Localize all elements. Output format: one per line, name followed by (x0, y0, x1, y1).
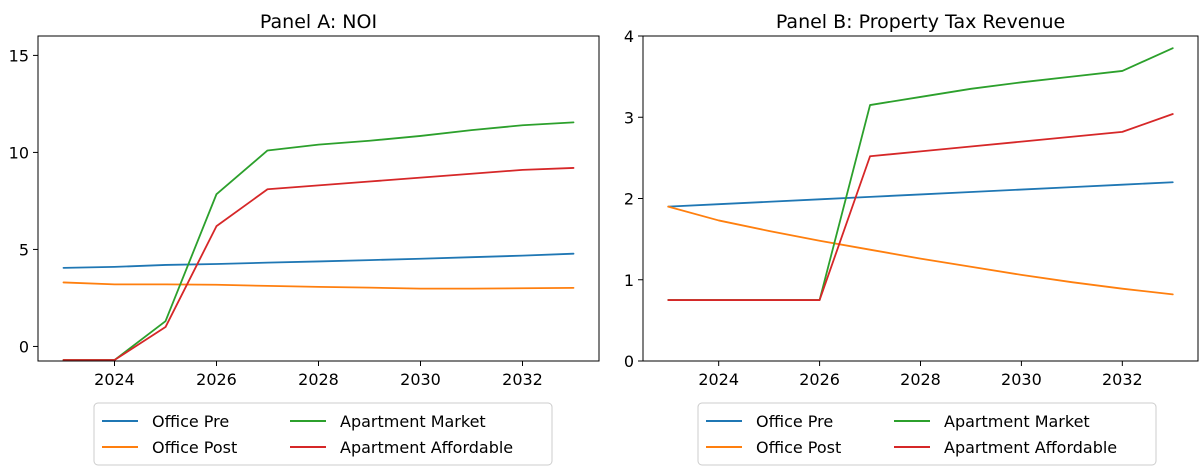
panel-b-ytick-label-2: 2 (624, 190, 634, 209)
panel-a-axes-frame (37, 35, 600, 362)
panel-a-ytick-label-10: 10 (9, 143, 29, 162)
panel-a-xtick-label-2028: 2028 (298, 370, 339, 389)
panel-a-legend-label-office-post: Office Post (152, 438, 237, 457)
panel-a-series-office-pre-line (62, 252, 575, 269)
panel-b-series-office-pre-line (667, 181, 1174, 208)
panel-b-legend-box (697, 402, 1157, 466)
panel-b-legend-label-apartment-affordable: Apartment Affordable (944, 438, 1117, 457)
panel-b-ytick-label-1: 1 (624, 271, 634, 290)
panel-a-xtick-label-2024: 2024 (94, 370, 135, 389)
panel-b-ytick-label-0: 0 (624, 352, 634, 371)
panel-b-axes-frame (642, 35, 1199, 362)
panel-a-xtick-label-2026: 2026 (196, 370, 237, 389)
panel-b-series-office-post-line (667, 205, 1174, 296)
panel-b-title: Panel B: Property Tax Revenue (776, 11, 1065, 33)
panel-a-ytick-label-0: 0 (19, 337, 29, 356)
panel-a-ytick-label-15: 15 (9, 46, 29, 65)
panel-a-legend-label-apartment-market: Apartment Market (340, 412, 486, 431)
panel-b-ytick-label-4: 4 (624, 27, 634, 46)
panel-b-series-apartment-affordable-line (667, 113, 1174, 301)
panel-a-series-office-post-line (62, 281, 575, 290)
panel-b-legend-label-apartment-market: Apartment Market (944, 412, 1090, 431)
panel-a-xtick-label-2032: 2032 (502, 370, 543, 389)
panel-b-xtick-label-2028: 2028 (900, 370, 941, 389)
panel-a-legend-box (93, 402, 553, 466)
panel-a-legend-label-apartment-affordable: Apartment Affordable (340, 438, 513, 457)
panel-b-xtick-label-2032: 2032 (1102, 370, 1143, 389)
panel-b-series-apartment-market-line (667, 47, 1174, 301)
panel-b-xtick-label-2024: 2024 (698, 370, 739, 389)
panel-a-legend: Office Pre Office Post Apartment Market Apa… (93, 402, 553, 466)
panel-b-legend: Office Pre Office Post Apartment Market Apa… (697, 402, 1157, 466)
panel-a-legend-label-office-pre: Office Pre (152, 412, 229, 431)
panel-a-ytick-label-5: 5 (19, 240, 29, 259)
panel-b-ytick-label-3: 3 (624, 108, 634, 127)
panel-b-legend-label-office-post: Office Post (756, 438, 841, 457)
panel-a-series-apartment-affordable-line (62, 167, 575, 361)
panel-b-xtick-label-2030: 2030 (1001, 370, 1042, 389)
panel-b-xtick-label-2026: 2026 (799, 370, 840, 389)
panel-a-title: Panel A: NOI (260, 11, 377, 33)
panel-a-xtick-label-2030: 2030 (400, 370, 441, 389)
panel-b-legend-label-office-pre: Office Pre (756, 412, 833, 431)
panel-a-series-apartment-market-line (62, 121, 575, 361)
panel-a-group: Panel A: NOI 2024 2026 2028 2030 2032 0 5 10 15 Of… (9, 11, 600, 466)
